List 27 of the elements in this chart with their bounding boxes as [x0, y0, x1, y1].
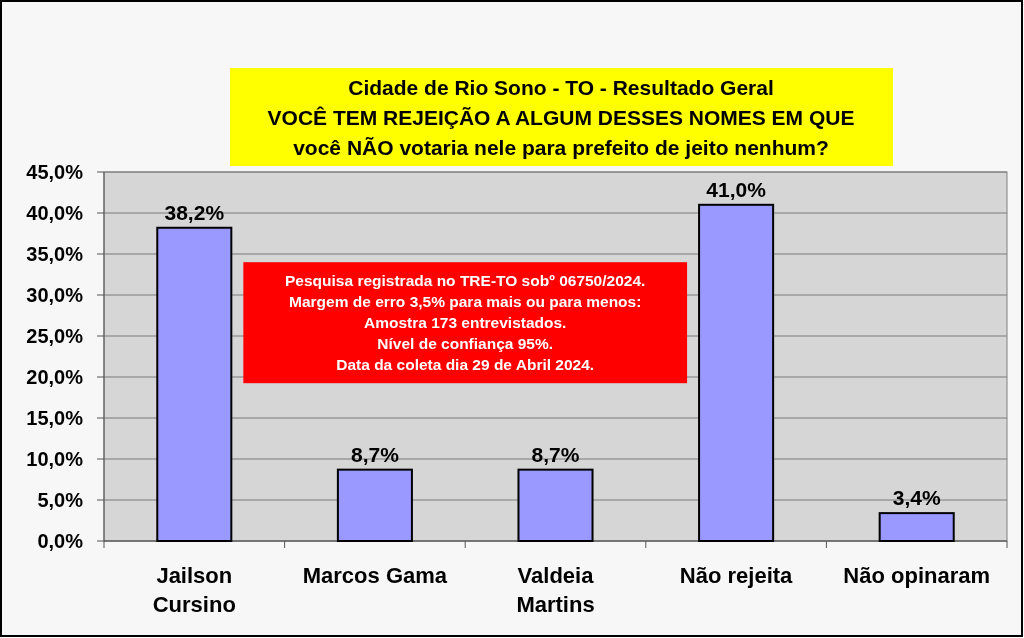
- bar: [156, 226, 233, 542]
- x-tick-label: Jailson Cursino: [152, 563, 236, 617]
- bar: [878, 512, 955, 542]
- y-tick-label: 20,0%: [26, 366, 84, 388]
- bar: [698, 203, 775, 542]
- bar: [336, 468, 413, 542]
- y-tick-label: 0,0%: [37, 530, 84, 552]
- x-tick-label: Não rejeita: [679, 563, 794, 588]
- y-tick-label: 40,0%: [26, 202, 84, 224]
- y-tick-label: 25,0%: [26, 325, 84, 347]
- data-label: 3,4%: [892, 486, 941, 510]
- x-tick-label: Marcos Gama: [302, 563, 448, 588]
- x-tick-label: Não opinaram: [843, 563, 991, 588]
- y-tick-label: 5,0%: [37, 489, 84, 511]
- data-label: 38,2%: [164, 200, 225, 224]
- data-label: 8,7%: [350, 442, 400, 466]
- x-tick-label: Valdeia Martins: [516, 563, 595, 617]
- y-tick-label: 45,0%: [26, 161, 84, 183]
- y-tick-label: 35,0%: [26, 243, 84, 265]
- y-tick-label: 10,0%: [26, 448, 84, 470]
- chart-title: Cidade de Rio Sono - TO - Resultado Geral VOCÊ TEM REJEIÇÃO A ALGUM DESSES NOMES EM QUE você NÃO votaria nele para prefeito de jeito nenhum?: [267, 76, 855, 159]
- y-tick-label: 15,0%: [26, 407, 84, 429]
- data-label: 41,0%: [706, 177, 767, 201]
- y-tick-label: 30,0%: [26, 284, 84, 306]
- data-label: 8,7%: [531, 442, 580, 466]
- bar: [517, 468, 594, 542]
- annotation: Pesquisa registrada no TRE-TO sobº 06750/2024. Margem de erro 3,5% para mais ou para menos: Amostra 173 entrevistados. Nível de confiança 95%. Data da coleta dia 29 de Abril 2024.: [285, 272, 646, 374]
